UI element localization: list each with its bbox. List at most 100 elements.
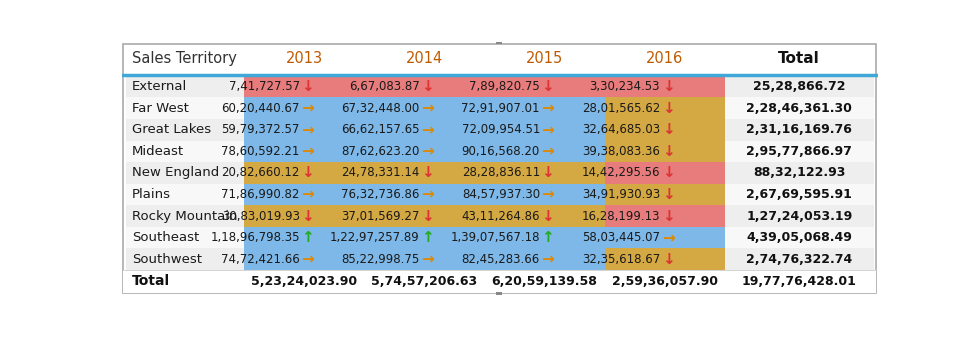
Text: 2,31,16,169.76: 2,31,16,169.76 bbox=[746, 123, 852, 136]
Bar bbox=[126, 162, 245, 184]
Text: ↓: ↓ bbox=[541, 166, 554, 180]
Bar bbox=[245, 76, 365, 97]
Text: 34,91,930.93: 34,91,930.93 bbox=[582, 188, 660, 201]
Text: →: → bbox=[541, 144, 554, 159]
Text: ↓: ↓ bbox=[541, 79, 554, 94]
Bar bbox=[604, 97, 724, 119]
Bar bbox=[724, 97, 874, 119]
Bar bbox=[365, 162, 485, 184]
Bar bbox=[485, 119, 604, 141]
Bar bbox=[245, 184, 365, 205]
Text: 5,23,24,023.90: 5,23,24,023.90 bbox=[252, 275, 358, 288]
Text: ↓: ↓ bbox=[662, 187, 675, 202]
Text: ↓: ↓ bbox=[662, 166, 675, 180]
Text: 88,32,122.93: 88,32,122.93 bbox=[753, 166, 845, 180]
Text: 2016: 2016 bbox=[646, 51, 683, 66]
Bar bbox=[365, 205, 485, 227]
Text: External: External bbox=[132, 80, 187, 93]
Text: 3,30,234.53: 3,30,234.53 bbox=[590, 80, 660, 93]
Text: 37,01,569.27: 37,01,569.27 bbox=[341, 210, 420, 223]
Text: 43,11,264.86: 43,11,264.86 bbox=[461, 210, 540, 223]
Bar bbox=[485, 184, 604, 205]
Text: 74,72,421.66: 74,72,421.66 bbox=[221, 253, 299, 266]
Text: 66,62,157.65: 66,62,157.65 bbox=[341, 123, 420, 136]
Text: 59,79,372.57: 59,79,372.57 bbox=[221, 123, 299, 136]
Bar bbox=[245, 205, 365, 227]
Text: ↓: ↓ bbox=[421, 166, 434, 180]
Text: ↓: ↓ bbox=[662, 209, 675, 224]
Bar bbox=[724, 184, 874, 205]
Bar bbox=[365, 248, 485, 270]
Text: Great Lakes: Great Lakes bbox=[132, 123, 211, 136]
Text: Total: Total bbox=[132, 274, 170, 288]
Bar bbox=[126, 119, 245, 141]
Bar bbox=[724, 141, 874, 162]
Text: Rocky Mountain: Rocky Mountain bbox=[132, 210, 238, 223]
Text: →: → bbox=[541, 101, 554, 116]
Bar bbox=[496, 292, 502, 295]
Text: 7,41,727.57: 7,41,727.57 bbox=[228, 80, 299, 93]
Bar bbox=[365, 227, 485, 248]
Bar bbox=[604, 227, 724, 248]
Text: 28,01,565.62: 28,01,565.62 bbox=[582, 102, 660, 115]
Text: New England: New England bbox=[132, 166, 219, 180]
Text: →: → bbox=[301, 122, 314, 137]
Bar bbox=[724, 76, 874, 97]
Bar bbox=[485, 141, 604, 162]
Bar bbox=[604, 184, 724, 205]
Text: 5,74,57,206.63: 5,74,57,206.63 bbox=[371, 275, 478, 288]
Text: 39,38,083.36: 39,38,083.36 bbox=[582, 145, 660, 158]
Bar bbox=[485, 97, 604, 119]
Bar bbox=[485, 76, 604, 97]
Text: 30,83,019.93: 30,83,019.93 bbox=[221, 210, 299, 223]
Bar bbox=[485, 248, 604, 270]
Text: ↓: ↓ bbox=[662, 122, 675, 137]
Bar bbox=[365, 119, 485, 141]
Text: 90,16,568.20: 90,16,568.20 bbox=[462, 145, 540, 158]
Text: →: → bbox=[421, 101, 434, 116]
Text: ↓: ↓ bbox=[301, 209, 314, 224]
Text: 1,39,07,567.18: 1,39,07,567.18 bbox=[450, 231, 540, 244]
Text: Far West: Far West bbox=[132, 102, 189, 115]
Bar bbox=[604, 119, 724, 141]
Text: 71,86,990.82: 71,86,990.82 bbox=[221, 188, 299, 201]
Text: 67,32,448.00: 67,32,448.00 bbox=[341, 102, 420, 115]
Text: 1,27,24,053.19: 1,27,24,053.19 bbox=[746, 210, 852, 223]
Bar bbox=[724, 227, 874, 248]
Text: 85,22,998.75: 85,22,998.75 bbox=[341, 253, 420, 266]
Bar bbox=[126, 97, 245, 119]
Bar bbox=[485, 227, 604, 248]
Bar bbox=[604, 162, 724, 184]
Text: ↓: ↓ bbox=[662, 252, 675, 267]
Bar bbox=[604, 76, 724, 97]
Text: ↓: ↓ bbox=[301, 166, 314, 180]
Bar bbox=[724, 248, 874, 270]
Text: ↓: ↓ bbox=[662, 79, 675, 94]
Bar bbox=[365, 76, 485, 97]
Text: 20,82,660.12: 20,82,660.12 bbox=[221, 166, 299, 180]
Text: 58,03,445.07: 58,03,445.07 bbox=[582, 231, 660, 244]
Text: ↓: ↓ bbox=[662, 144, 675, 159]
Text: 32,35,618.67: 32,35,618.67 bbox=[582, 253, 660, 266]
Text: 6,20,59,139.58: 6,20,59,139.58 bbox=[491, 275, 598, 288]
Text: Sales Territory: Sales Territory bbox=[132, 51, 237, 66]
Text: 1,22,97,257.89: 1,22,97,257.89 bbox=[331, 231, 420, 244]
Text: 84,57,937.30: 84,57,937.30 bbox=[462, 188, 540, 201]
Bar bbox=[485, 205, 604, 227]
Text: →: → bbox=[541, 122, 554, 137]
Text: ↑: ↑ bbox=[541, 230, 554, 245]
Text: 24,78,331.14: 24,78,331.14 bbox=[341, 166, 420, 180]
Text: ↓: ↓ bbox=[301, 79, 314, 94]
Text: Plains: Plains bbox=[132, 188, 171, 201]
Text: 72,91,907.01: 72,91,907.01 bbox=[461, 102, 540, 115]
Text: 2013: 2013 bbox=[286, 51, 323, 66]
Text: ↑: ↑ bbox=[421, 230, 434, 245]
Text: ↓: ↓ bbox=[541, 209, 554, 224]
Text: 60,20,440.67: 60,20,440.67 bbox=[221, 102, 299, 115]
Bar bbox=[124, 270, 876, 293]
Text: →: → bbox=[301, 252, 314, 267]
Text: →: → bbox=[301, 101, 314, 116]
Text: 87,62,623.20: 87,62,623.20 bbox=[341, 145, 420, 158]
Bar bbox=[126, 184, 245, 205]
Text: 2,74,76,322.74: 2,74,76,322.74 bbox=[746, 253, 852, 266]
